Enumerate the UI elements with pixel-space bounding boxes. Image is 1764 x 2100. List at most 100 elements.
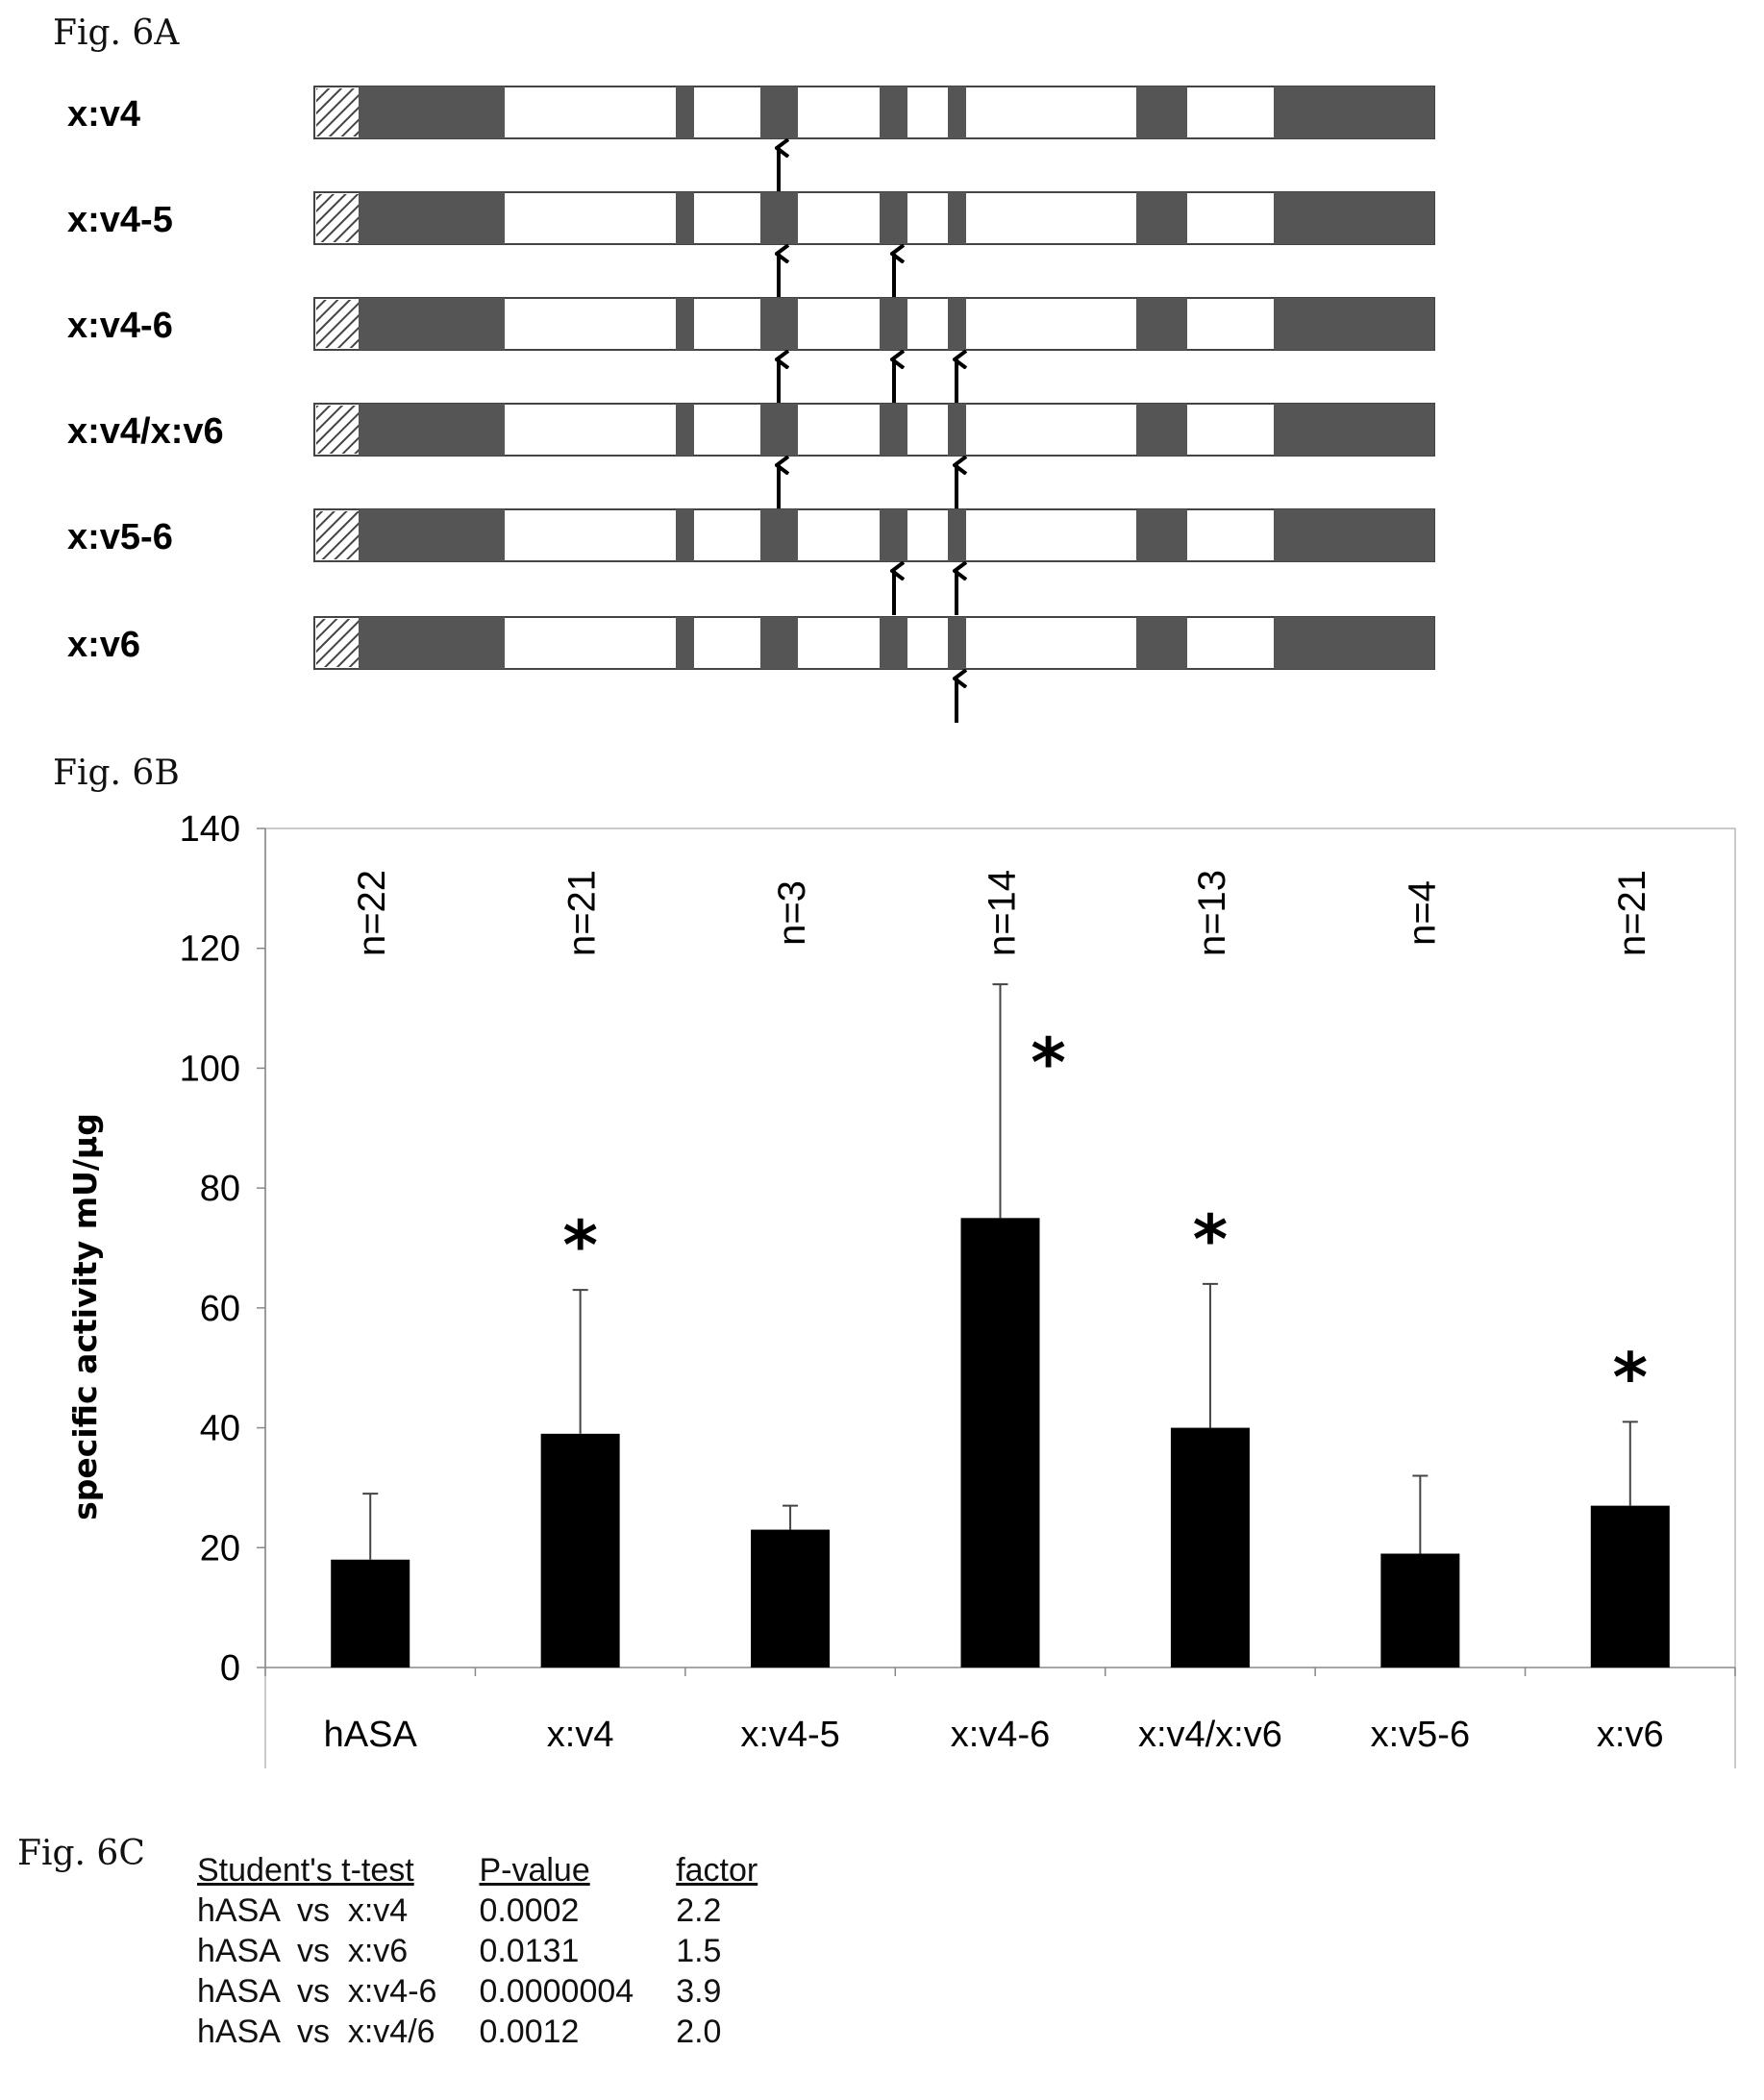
comparison-cell: hASA vs x:v4 bbox=[197, 1892, 409, 1929]
dark-segment bbox=[1136, 192, 1187, 244]
dark-segment bbox=[760, 509, 798, 561]
construct-diagram: x:v4 x:v4-5 x:v4-6 x:v4/x:v6 x:v5-6 x:v6 bbox=[67, 86, 1435, 723]
dark-segment bbox=[1136, 298, 1187, 350]
constructs-group: x:v4 x:v4-5 x:v4-6 x:v4/x:v6 x:v5-6 x:v6 bbox=[67, 86, 1435, 723]
dark-segment bbox=[375, 192, 505, 244]
dark-segment bbox=[760, 617, 798, 669]
dark-segment bbox=[359, 298, 375, 350]
fig-6c-label: Fig. 6C bbox=[17, 1834, 145, 1873]
construct-label: x:v5-6 bbox=[67, 517, 173, 557]
comparison-cell: hASA vs x:v4-6 bbox=[197, 1973, 437, 2010]
chart-marks: 0 20 40 60 80 100 120 140 hASA n=22 x:v4 n=21 * x:v4-… bbox=[180, 809, 1736, 1755]
signal-peptide-segment bbox=[316, 511, 359, 559]
header-p-value: P-value bbox=[479, 1852, 590, 1889]
dark-segment bbox=[359, 509, 375, 561]
construct-row: x:v5-6 bbox=[67, 508, 1435, 615]
factor-cell: 2.2 bbox=[676, 1892, 722, 1929]
dark-segment bbox=[948, 192, 966, 244]
construct-label: x:v4-6 bbox=[67, 306, 173, 346]
dark-segment bbox=[1274, 509, 1434, 561]
dark-segment bbox=[676, 298, 694, 350]
factor-cell: 3.9 bbox=[676, 1973, 722, 2010]
signal-peptide-segment bbox=[316, 406, 359, 454]
dark-segment bbox=[880, 509, 907, 561]
dark-segment bbox=[1136, 86, 1187, 138]
dark-segment bbox=[1136, 509, 1187, 561]
dark-segment bbox=[948, 298, 966, 350]
signal-peptide-segment bbox=[316, 619, 359, 667]
bar bbox=[540, 1433, 620, 1668]
bar bbox=[1170, 1427, 1250, 1668]
dark-segment bbox=[1274, 298, 1434, 350]
n-label: n=13 bbox=[1191, 870, 1233, 956]
n-label: n=21 bbox=[561, 870, 604, 956]
dark-segment bbox=[760, 298, 798, 350]
significance-star: * bbox=[1612, 1338, 1648, 1417]
dark-segment bbox=[375, 404, 505, 456]
y-tick-label: 80 bbox=[200, 1169, 240, 1209]
bar bbox=[1380, 1553, 1460, 1668]
x-tick-label: hASA bbox=[324, 1715, 418, 1755]
dark-segment bbox=[760, 192, 798, 244]
header-test: Student's t-test bbox=[197, 1852, 414, 1889]
comparison-cell: hASA vs x:v4/6 bbox=[197, 2014, 435, 2050]
significance-star: * bbox=[1031, 1024, 1066, 1102]
dark-segment bbox=[676, 509, 694, 561]
significance-star: * bbox=[562, 1206, 598, 1285]
y-tick-label: 0 bbox=[220, 1648, 240, 1689]
n-label: n=22 bbox=[351, 870, 393, 956]
dark-segment bbox=[1274, 86, 1434, 138]
y-tick-label: 40 bbox=[200, 1409, 240, 1449]
dark-segment bbox=[375, 509, 505, 561]
n-label: n=3 bbox=[771, 880, 813, 946]
construct-label: x:v6 bbox=[67, 625, 140, 665]
fig-6b-label: Fig. 6B bbox=[53, 754, 180, 793]
dark-segment bbox=[375, 298, 505, 350]
p-value-cell: 0.0000004 bbox=[479, 1973, 634, 2010]
dark-segment bbox=[880, 86, 907, 138]
dark-segment bbox=[948, 86, 966, 138]
signal-peptide-segment bbox=[316, 194, 359, 242]
x-tick-label: x:v4-6 bbox=[951, 1715, 1050, 1755]
significance-star: * bbox=[1193, 1200, 1229, 1279]
bar-chart: 0 20 40 60 80 100 120 140 hASA n=22 x:v4 n=21 * x:v4-… bbox=[66, 809, 1736, 1768]
dark-segment bbox=[760, 86, 798, 138]
dark-segment bbox=[1274, 192, 1434, 244]
construct-row: x:v4-6 bbox=[67, 297, 1435, 404]
header-factor: factor bbox=[676, 1852, 758, 1889]
construct-row: x:v4-5 bbox=[67, 191, 1435, 298]
x-tick-label: x:v4/x:v6 bbox=[1138, 1715, 1282, 1755]
dark-segment bbox=[676, 404, 694, 456]
dark-segment bbox=[1274, 404, 1434, 456]
n-label: n=14 bbox=[981, 870, 1024, 956]
dark-segment bbox=[359, 404, 375, 456]
construct-row: x:v6 bbox=[67, 616, 1435, 723]
table-row: hASA vs x:v4 0.0002 2.2 bbox=[197, 1890, 800, 1931]
y-tick-label: 60 bbox=[200, 1289, 240, 1329]
dark-segment bbox=[359, 192, 375, 244]
dark-segment bbox=[359, 86, 375, 138]
p-value-cell: 0.0131 bbox=[479, 1933, 580, 1969]
dark-segment bbox=[375, 86, 505, 138]
bar bbox=[1590, 1505, 1670, 1668]
n-label: n=21 bbox=[1611, 870, 1653, 956]
dark-segment bbox=[676, 192, 694, 244]
construct-label: x:v4 bbox=[67, 94, 140, 135]
factor-cell: 1.5 bbox=[676, 1933, 722, 1969]
dark-segment bbox=[760, 404, 798, 456]
dark-segment bbox=[375, 617, 505, 669]
bar bbox=[751, 1529, 831, 1668]
table-row: hASA vs x:v4-6 0.0000004 3.9 bbox=[197, 1971, 800, 2012]
ttest-header-row: Student's t-test P-value factor bbox=[197, 1850, 800, 1890]
dark-segment bbox=[948, 617, 966, 669]
table-row: hASA vs x:v4/6 0.0012 2.0 bbox=[197, 2012, 800, 2052]
x-tick-label: x:v6 bbox=[1597, 1715, 1664, 1755]
dark-segment bbox=[880, 617, 907, 669]
bar bbox=[960, 1218, 1040, 1668]
fig-6a-label: Fig. 6A bbox=[53, 13, 180, 53]
dark-segment bbox=[1136, 404, 1187, 456]
dark-segment bbox=[676, 86, 694, 138]
p-value-cell: 0.0012 bbox=[479, 2014, 580, 2050]
bar bbox=[331, 1559, 410, 1668]
dark-segment bbox=[1136, 617, 1187, 669]
